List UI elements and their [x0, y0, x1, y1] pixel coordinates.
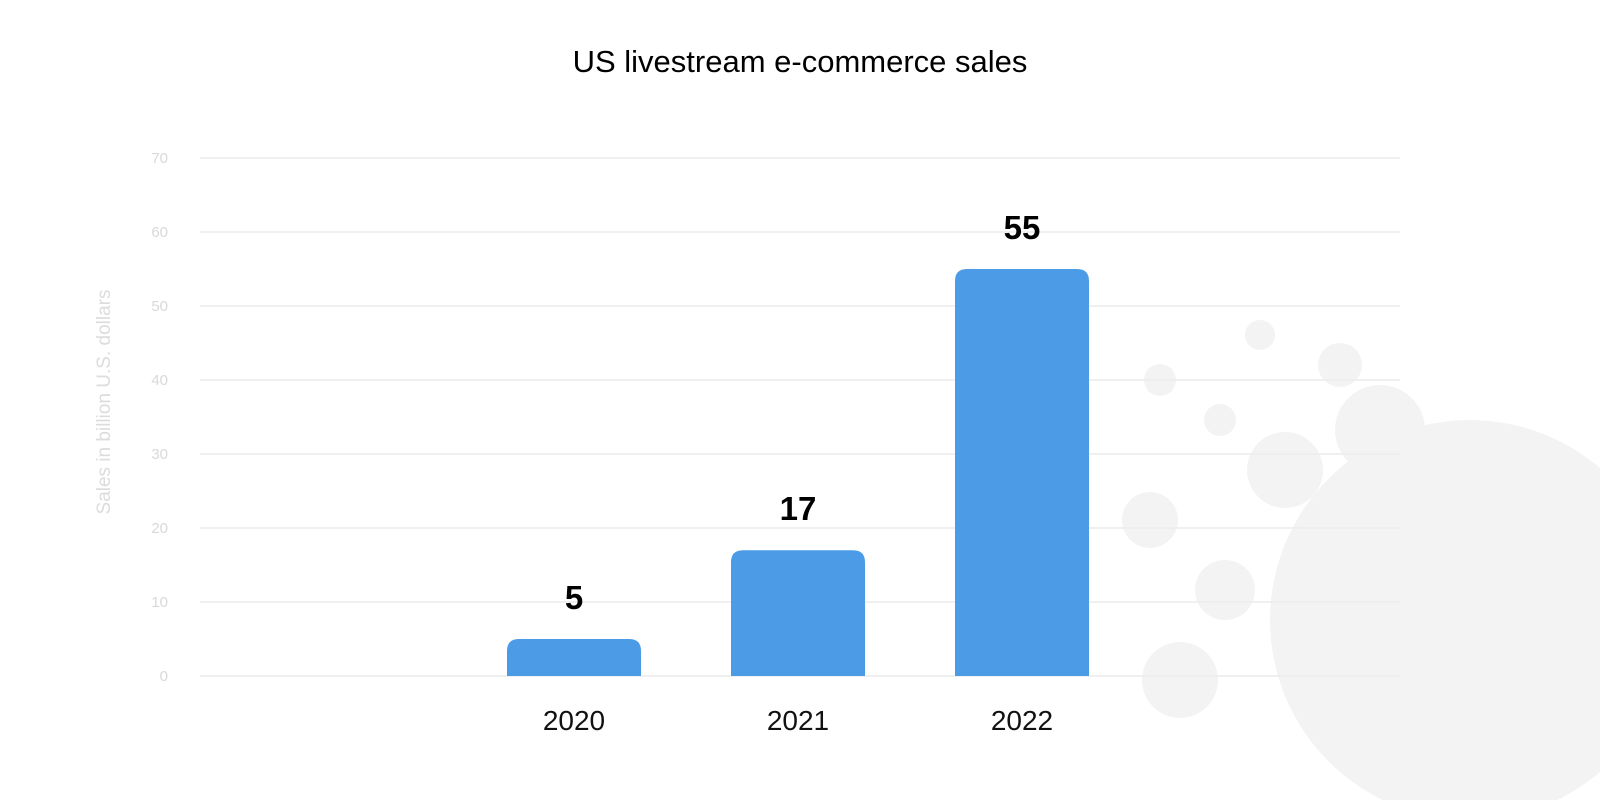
bar-2021 — [731, 550, 865, 676]
y-tick-label: 40 — [151, 372, 168, 389]
watermark-logo — [1122, 320, 1600, 800]
y-tick-label: 50 — [151, 298, 168, 315]
x-tick-label: 2022 — [991, 705, 1053, 736]
y-axis-title: Sales in billion U.S. dollars — [94, 290, 115, 515]
y-tick-label: 30 — [151, 446, 168, 463]
data-label-2020: 5 — [565, 579, 583, 616]
y-tick-label: 20 — [151, 520, 168, 537]
bars — [507, 269, 1089, 676]
x-tick-label: 2020 — [543, 705, 605, 736]
y-axis: 0 10 20 30 40 50 60 70 — [151, 150, 168, 685]
y-tick-label: 70 — [151, 150, 168, 167]
data-labels: 5 17 55 — [565, 209, 1041, 616]
data-label-2021: 17 — [780, 490, 817, 527]
y-tick-label: 0 — [160, 668, 168, 685]
bar-2020 — [507, 639, 641, 676]
data-label-2022: 55 — [1004, 209, 1041, 246]
x-axis: 2020 2021 2022 — [543, 705, 1053, 736]
x-tick-label: 2021 — [767, 705, 829, 736]
bar-2022 — [955, 269, 1089, 676]
y-tick-label: 60 — [151, 224, 168, 241]
y-tick-label: 10 — [151, 594, 168, 611]
chart-title: US livestream e-commerce sales — [572, 44, 1028, 79]
